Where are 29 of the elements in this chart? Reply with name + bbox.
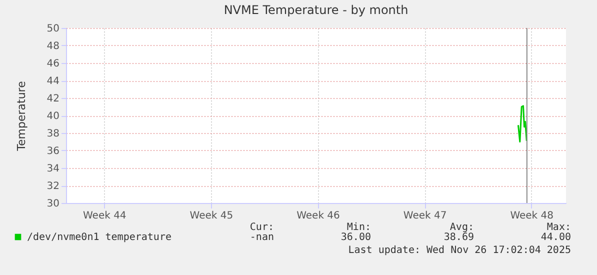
- x-tick-label: Week 47: [403, 210, 447, 222]
- x-tick-label: Week 46: [296, 210, 340, 222]
- text: Max:: [546, 222, 571, 233]
- text: -nan: [250, 232, 274, 243]
- text: Cur:: [250, 222, 274, 233]
- y-tick-label: 36: [46, 146, 60, 157]
- text: Min:: [346, 222, 371, 233]
- y-tick-label: 30: [46, 198, 60, 210]
- x-tick-label: Week 48: [510, 210, 554, 222]
- x-tick-label: Week 44: [82, 210, 126, 222]
- text: Last update: Wed Nov 26 17:02:04 2025: [348, 245, 571, 256]
- text: Avg:: [450, 222, 474, 233]
- line-series: [517, 105, 528, 142]
- y-tick-label: 32: [46, 181, 60, 192]
- y-tick-label: 38: [46, 128, 60, 140]
- legend-label: /dev/nvme0n1 temperature: [27, 232, 172, 243]
- y-tick-label: 34: [46, 164, 60, 174]
- text: 44.00: [540, 232, 571, 243]
- x-tick-label: Week 45: [190, 210, 234, 222]
- y-tick-label: 46: [46, 58, 60, 70]
- y-tick-label: 44: [46, 76, 60, 87]
- y-tick-label: 48: [46, 41, 60, 52]
- y-axis-title: Temperature: [14, 80, 28, 152]
- chart-title: NVME Temperature - by month: [224, 3, 408, 17]
- text: 38.69: [444, 232, 474, 243]
- y-tick-label: 40: [46, 111, 60, 122]
- y-tick-label: 42: [46, 94, 60, 104]
- y-tick-label: 50: [46, 24, 60, 34]
- text: 36.00: [340, 232, 371, 243]
